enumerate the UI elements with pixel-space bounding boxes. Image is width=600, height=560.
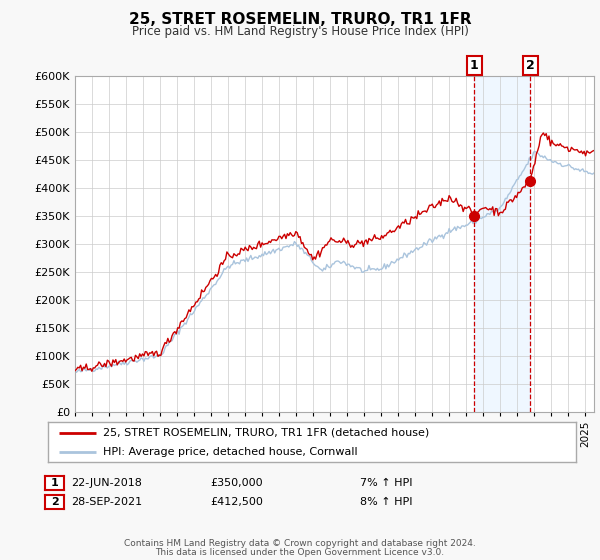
Text: 22-JUN-2018: 22-JUN-2018 <box>71 478 142 488</box>
Text: 2: 2 <box>526 59 535 72</box>
Text: £412,500: £412,500 <box>210 497 263 507</box>
Text: 25, STRET ROSEMELIN, TRURO, TR1 1FR (detached house): 25, STRET ROSEMELIN, TRURO, TR1 1FR (det… <box>103 428 430 438</box>
Text: 1: 1 <box>51 478 58 488</box>
Text: 7% ↑ HPI: 7% ↑ HPI <box>360 478 413 488</box>
Text: 2: 2 <box>51 497 58 507</box>
Text: £350,000: £350,000 <box>210 478 263 488</box>
Text: Contains HM Land Registry data © Crown copyright and database right 2024.: Contains HM Land Registry data © Crown c… <box>124 539 476 548</box>
Text: This data is licensed under the Open Government Licence v3.0.: This data is licensed under the Open Gov… <box>155 548 445 557</box>
Bar <box>475 76 530 412</box>
Text: 8% ↑ HPI: 8% ↑ HPI <box>360 497 413 507</box>
Text: 28-SEP-2021: 28-SEP-2021 <box>71 497 142 507</box>
Text: HPI: Average price, detached house, Cornwall: HPI: Average price, detached house, Corn… <box>103 447 358 457</box>
Text: 1: 1 <box>470 59 479 72</box>
Text: Price paid vs. HM Land Registry's House Price Index (HPI): Price paid vs. HM Land Registry's House … <box>131 25 469 38</box>
Text: 25, STRET ROSEMELIN, TRURO, TR1 1FR: 25, STRET ROSEMELIN, TRURO, TR1 1FR <box>128 12 472 27</box>
